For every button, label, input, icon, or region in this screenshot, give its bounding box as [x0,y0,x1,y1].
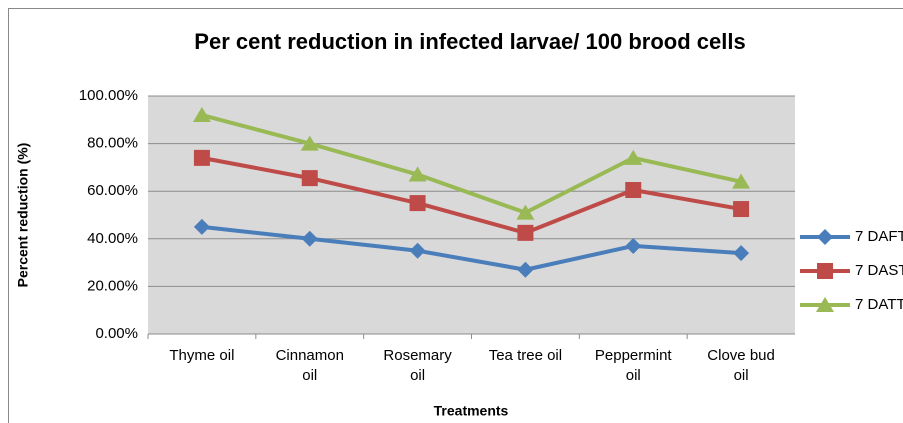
marker [300,135,319,151]
x-tick-label: Peppermint oil [594,347,672,384]
legend-label: 7 DAST [855,262,903,279]
y-tick-label: 20.00% [87,277,138,294]
y-tick-label: 80.00% [87,135,138,152]
y-tick-label: 60.00% [87,182,138,199]
x-tick-label: Clove bud oil [707,347,775,384]
marker [624,149,643,165]
y-tick-label: 0.00% [95,325,138,342]
chart-border [8,8,903,423]
legend-label: 7 DAFT [855,228,903,245]
x-tick-label: Rosemary oil [383,347,452,384]
series-line [201,113,742,215]
marker [733,245,750,262]
y-tick-label: 100.00% [79,87,138,104]
marker [192,107,211,123]
x-tick-label: Thyme oil [169,347,235,364]
plot-area [148,96,795,334]
marker [816,297,834,312]
marker [517,261,534,278]
marker [516,204,535,220]
x-tick-label: Cinnamon oil [275,347,344,384]
marker [193,218,210,235]
marker [408,166,427,182]
legend-label: 7 DATT [855,296,903,313]
marker [409,242,426,259]
marker [817,229,833,245]
marker [732,173,751,189]
y-tick-label: 40.00% [87,230,138,247]
marker [817,263,833,279]
marker [625,182,642,199]
x-tick-label: Tea tree oil [488,347,563,364]
marker [625,237,642,254]
series-line [201,155,742,235]
marker [193,149,210,166]
marker [409,195,426,212]
x-axis-title: Treatments [434,403,509,419]
series-line [201,224,742,272]
marker [733,201,750,218]
y-axis-title: Percent reduction (%) [15,143,31,288]
marker [517,224,534,241]
marker [301,230,318,247]
chart-title: Per cent reduction in infected larvae/ 1… [194,29,745,54]
marker [301,170,318,187]
